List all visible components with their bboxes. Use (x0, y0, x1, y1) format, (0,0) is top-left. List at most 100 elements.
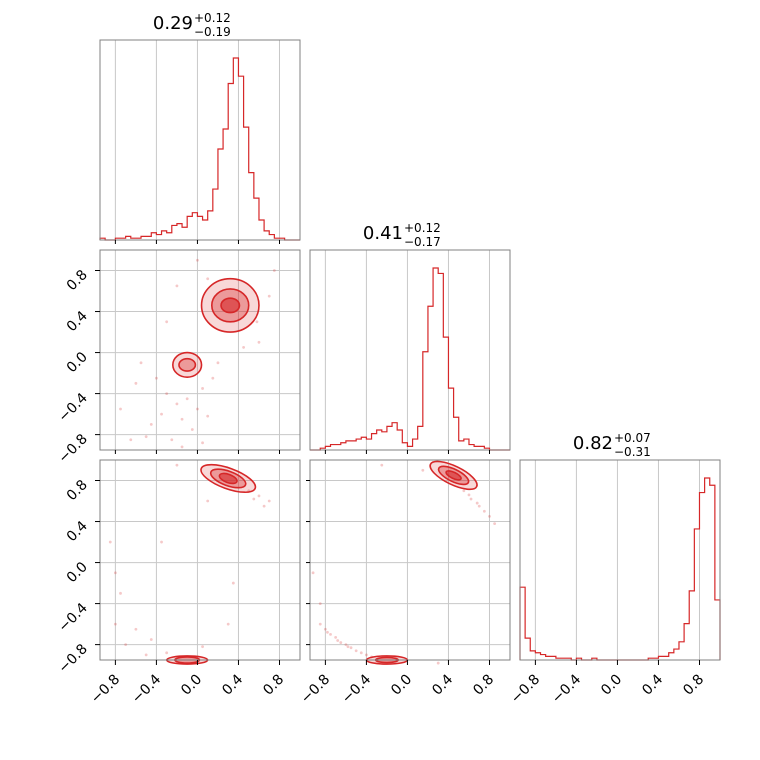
y-tick-label: 0.0 (64, 349, 91, 376)
histogram-title-value: 0.41 (363, 223, 403, 244)
scatter-point (119, 591, 122, 595)
x-tick-label: 0.4 (639, 671, 666, 698)
scatter-point (242, 346, 245, 349)
scatter-point (344, 643, 348, 647)
scatter-point (436, 661, 440, 665)
panel-frame (99, 459, 301, 661)
scatter-point (318, 622, 322, 626)
scatter-point (160, 412, 163, 416)
x-tick-label: 0.0 (388, 672, 415, 699)
scatter-point (201, 441, 204, 445)
x-tick-label: 0.0 (598, 672, 625, 699)
scatter-point (216, 361, 220, 365)
scatter-point (108, 540, 112, 544)
histogram-title-minus: −0.19 (194, 25, 231, 39)
scatter-point (467, 493, 471, 497)
scatter-point (318, 602, 322, 605)
scatter-point (226, 622, 230, 626)
scatter-point (129, 438, 133, 442)
scatter-point (359, 651, 363, 655)
scatter-point (196, 407, 199, 411)
scatter-point (170, 438, 174, 442)
scatter-point (380, 463, 384, 467)
x-tick-label: −0.4 (339, 671, 374, 706)
density-contour-level-1 (172, 351, 203, 378)
scatter-point (272, 269, 276, 272)
density-contour-level-3 (218, 472, 238, 485)
scatter-point (482, 509, 486, 513)
scatter-point (149, 638, 153, 641)
scatter-point (206, 499, 210, 503)
scatter-point (469, 497, 473, 501)
panel-frame (519, 459, 721, 661)
x-tick-label: −0.4 (549, 671, 584, 706)
scatter-point (201, 387, 204, 390)
histogram-title-plus: +0.07 (614, 431, 651, 445)
scatter-point (165, 320, 169, 324)
histogram-title-value: 0.29 (153, 13, 193, 34)
x-tick-label: 0.0 (178, 672, 205, 699)
x-tick-label: −0.8 (88, 672, 123, 707)
scatter-point (165, 651, 169, 655)
scatter-point (267, 294, 271, 298)
scatter-point (119, 407, 122, 411)
scatter-point (231, 581, 235, 585)
scatter-point (488, 515, 491, 518)
x-tick-label: 0.8 (260, 672, 287, 699)
scatter-point (149, 422, 153, 426)
histogram-step-1 (99, 57, 300, 241)
scatter-point (165, 392, 169, 395)
x-tick-label: 0.4 (219, 671, 246, 698)
scatter-point (475, 501, 479, 505)
panel-frame (99, 39, 301, 241)
y-tick-label: 0.4 (64, 308, 91, 335)
y-tick-label: −0.4 (55, 390, 90, 425)
scatter-point (180, 417, 184, 421)
scatter-point (493, 522, 497, 525)
scatter-point (155, 376, 158, 380)
scatter-point (190, 428, 194, 431)
density-contour-level-3 (445, 470, 462, 481)
density-contour-level-3 (220, 297, 241, 314)
scatter-point (421, 468, 425, 472)
x-tick-label: −0.8 (508, 672, 543, 707)
scatter-point (175, 284, 179, 288)
scatter-point (311, 571, 315, 575)
panel-frame (309, 249, 511, 451)
density-contour-level-2 (178, 357, 197, 372)
scatter-point (196, 258, 199, 262)
x-tick-label: 0.4 (429, 671, 456, 698)
scatter-point (175, 463, 179, 467)
scatter-point (257, 340, 261, 344)
histogram-step-3 (519, 477, 721, 661)
scatter-point (262, 504, 266, 508)
y-tick-label: 0.8 (64, 267, 91, 294)
histogram-title-minus: −0.17 (404, 235, 441, 249)
histogram-title-plus: +0.12 (404, 221, 441, 235)
scatter-point (346, 645, 350, 649)
y-tick-label: 0.4 (64, 518, 91, 545)
histogram-title-value: 0.82 (573, 433, 613, 454)
scatter-point (206, 414, 210, 418)
scatter-point (134, 381, 138, 385)
scatter-point (144, 653, 148, 657)
x-tick-label: 0.8 (470, 672, 497, 699)
y-tick-label: −0.4 (55, 600, 90, 635)
panel-frame (99, 249, 301, 451)
scatter-point (134, 627, 138, 631)
scatter-point (339, 641, 343, 644)
scatter-point (349, 646, 353, 650)
x-tick-label: 0.8 (680, 672, 707, 699)
scatter-point (329, 632, 332, 636)
histogram-step-2 (310, 267, 510, 451)
histogram-title-plus: +0.12 (194, 11, 231, 25)
y-tick-label: −0.8 (55, 431, 90, 466)
y-tick-label: 0.0 (64, 559, 91, 586)
scatter-point (267, 499, 271, 503)
scatter-point (211, 376, 215, 380)
y-tick-label: 0.8 (64, 477, 91, 504)
histogram-title-minus: −0.31 (614, 445, 651, 459)
scatter-point (160, 540, 163, 544)
scatter-point (124, 643, 128, 647)
